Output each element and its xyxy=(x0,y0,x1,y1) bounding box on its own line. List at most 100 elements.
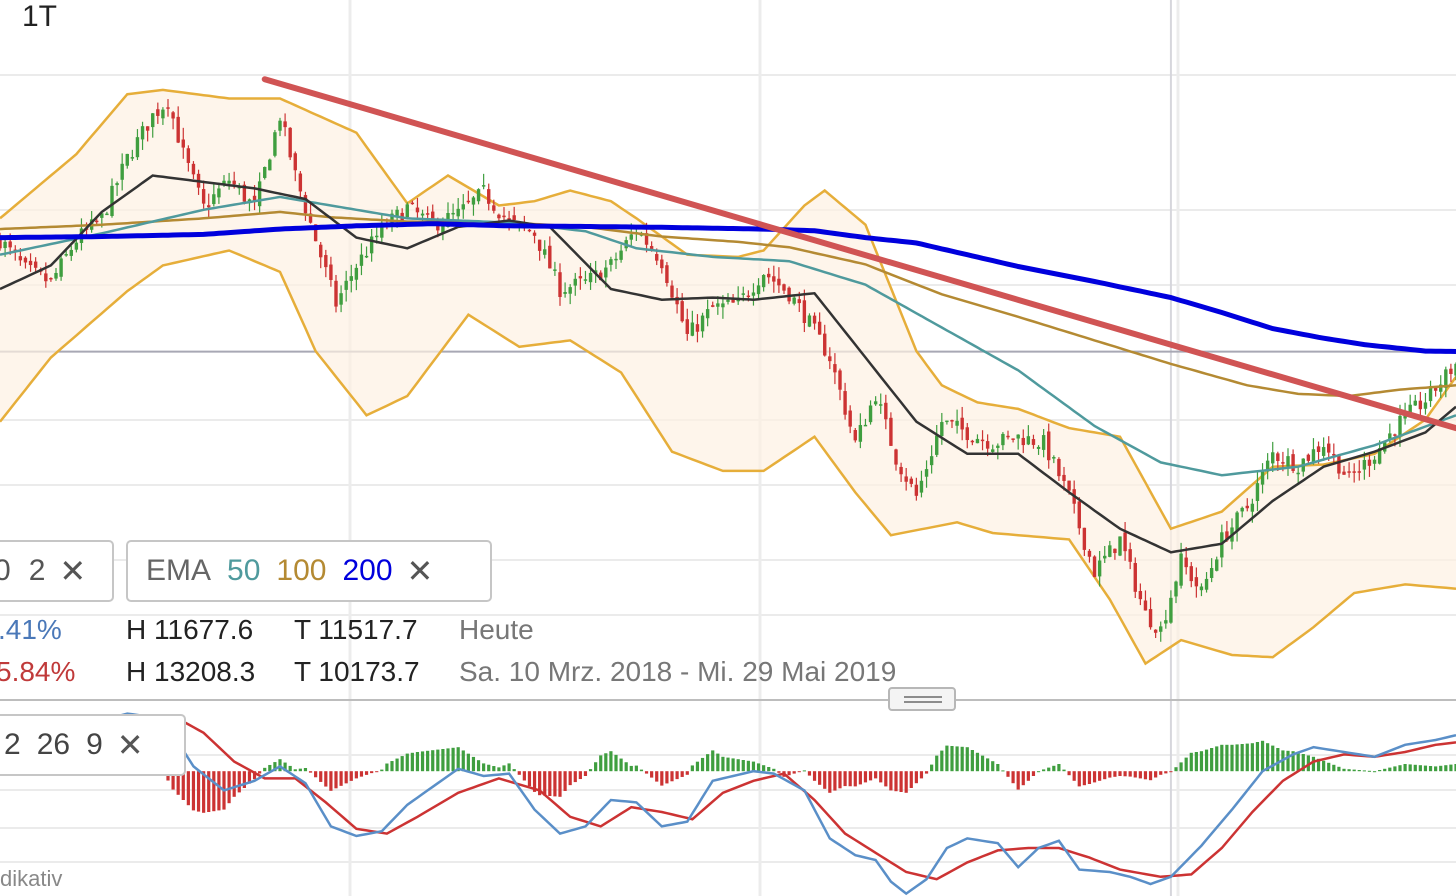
candle-body-141 xyxy=(716,303,720,307)
macd-histogram-bar-205 xyxy=(1042,769,1046,772)
macd-histogram-bar-45 xyxy=(227,771,231,804)
candle-body-74 xyxy=(375,235,379,238)
candle-body-208 xyxy=(1057,458,1061,477)
macd-histogram-bar-256 xyxy=(1301,754,1305,772)
candle-body-152 xyxy=(772,276,776,282)
macd-histogram-bar-129 xyxy=(655,771,659,782)
candle-body-265 xyxy=(1347,471,1351,473)
macd-histogram-bar-141 xyxy=(716,753,720,772)
macd-histogram-bar-188 xyxy=(955,746,959,772)
candle-body-118 xyxy=(599,272,603,281)
candle-body-136 xyxy=(690,322,695,336)
candle-body-261 xyxy=(1327,443,1331,453)
macd-histogram-bar-247 xyxy=(1255,742,1260,772)
macd-histogram-bar-230 xyxy=(1169,771,1173,773)
candle-body-95 xyxy=(481,185,486,187)
candle-body-35 xyxy=(176,116,180,143)
macd-histogram-bar-52 xyxy=(263,767,267,772)
macd-histogram-bar-150 xyxy=(762,765,766,772)
candle-body-173 xyxy=(879,404,883,406)
candle-body-6 xyxy=(28,260,33,266)
candle-body-105 xyxy=(532,232,537,236)
candle-body-223 xyxy=(1133,563,1137,592)
candle-body-274 xyxy=(1393,434,1397,436)
candle-body-42 xyxy=(212,194,216,205)
pane-resize-handle[interactable] xyxy=(888,687,956,711)
candle-body-172 xyxy=(873,401,878,405)
macd-histogram-bar-251 xyxy=(1276,748,1280,772)
bollinger-legend[interactable]: 0 2 ✕ xyxy=(0,540,114,602)
macd-histogram-bar-155 xyxy=(787,771,791,776)
macd-histogram-bar-272 xyxy=(1383,768,1387,772)
macd-histogram-bar-120 xyxy=(609,751,613,772)
macd-histogram-bar-278 xyxy=(1413,764,1417,772)
candle-body-255 xyxy=(1296,472,1300,475)
macd-histogram-bar-54 xyxy=(273,762,277,772)
macd-histogram-bar-58 xyxy=(293,769,297,772)
ema-legend[interactable]: EMA 50 100 200 ✕ xyxy=(126,540,492,602)
macd-histogram-bar-250 xyxy=(1271,745,1275,772)
macd-histogram-bar-202 xyxy=(1026,771,1030,781)
macd-histogram-bar-125 xyxy=(634,765,638,772)
macd-histogram-bar-165 xyxy=(838,771,842,789)
candle-body-248 xyxy=(1260,471,1265,485)
macd-histogram-bar-75 xyxy=(380,769,384,772)
macd-line xyxy=(0,712,1456,896)
macd-histogram-bar-238 xyxy=(1210,748,1214,772)
candle-body-151 xyxy=(767,273,771,278)
ema-200-line xyxy=(0,221,1456,354)
candle-body-129 xyxy=(655,254,659,261)
candle-body-51 xyxy=(257,181,262,207)
candle-body-71 xyxy=(359,254,364,266)
macd-histogram-bar-128 xyxy=(650,771,654,778)
macd-histogram-bar-234 xyxy=(1189,752,1193,772)
macd-histogram-bar-101 xyxy=(512,769,516,772)
candle-body-191 xyxy=(970,440,975,443)
macd-histogram-bar-169 xyxy=(858,771,862,785)
macd-histogram-bar-157 xyxy=(797,771,801,773)
candle-body-204 xyxy=(1036,446,1041,449)
candle-body-266 xyxy=(1352,471,1356,473)
candle-body-225 xyxy=(1143,600,1148,611)
macd-histogram-bar-140 xyxy=(711,750,715,772)
bollinger-close-icon[interactable]: ✕ xyxy=(59,553,87,589)
macd-histogram-bar-235 xyxy=(1194,752,1198,772)
macd-histogram-bar-208 xyxy=(1057,764,1061,772)
candle-body-249 xyxy=(1265,460,1270,472)
moving-average-line xyxy=(0,174,1456,554)
candle-body-222 xyxy=(1128,549,1132,562)
candle-body-200 xyxy=(1016,434,1020,439)
macd-histogram-bar-68 xyxy=(344,771,348,784)
macd-histogram-bar-249 xyxy=(1266,743,1270,772)
macd-histogram-bar-198 xyxy=(1006,771,1010,777)
candle-body-69 xyxy=(349,276,353,281)
macd-histogram-bar-126 xyxy=(639,769,644,772)
candle-body-31 xyxy=(156,109,160,116)
macd-histogram-bar-61 xyxy=(308,771,313,773)
candle-body-130 xyxy=(660,259,664,269)
macd-signal-period: 9 xyxy=(86,728,103,761)
macd-legend[interactable]: 2 26 9 ✕ xyxy=(0,714,186,776)
candle-body-140 xyxy=(711,305,715,307)
macd-histogram-bar-70 xyxy=(354,771,358,779)
ema-close-icon[interactable]: ✕ xyxy=(406,553,434,589)
macd-histogram-bar-216 xyxy=(1098,771,1102,781)
macd-histogram-bar-268 xyxy=(1362,770,1366,772)
macd-histogram-bar-176 xyxy=(894,771,898,792)
macd-histogram-bar-270 xyxy=(1372,771,1377,773)
candle-body-168 xyxy=(853,430,857,441)
macd-close-icon[interactable]: ✕ xyxy=(116,727,144,763)
macd-histogram-bar-207 xyxy=(1052,765,1056,772)
macd-histogram-bar-233 xyxy=(1184,757,1188,772)
macd-histogram-bar-229 xyxy=(1164,771,1168,774)
bollinger-lower-line xyxy=(0,249,1456,666)
candle-body-278 xyxy=(1413,400,1417,406)
macd-histogram-bar-121 xyxy=(614,754,618,772)
macd-histogram-bar-110 xyxy=(558,771,562,797)
candle-body-195 xyxy=(991,449,995,452)
macd-histogram-bar-200 xyxy=(1016,771,1020,790)
candle-body-164 xyxy=(833,364,837,373)
macd-histogram-bar-172 xyxy=(874,771,878,779)
macd-histogram-bar-100 xyxy=(507,763,511,772)
